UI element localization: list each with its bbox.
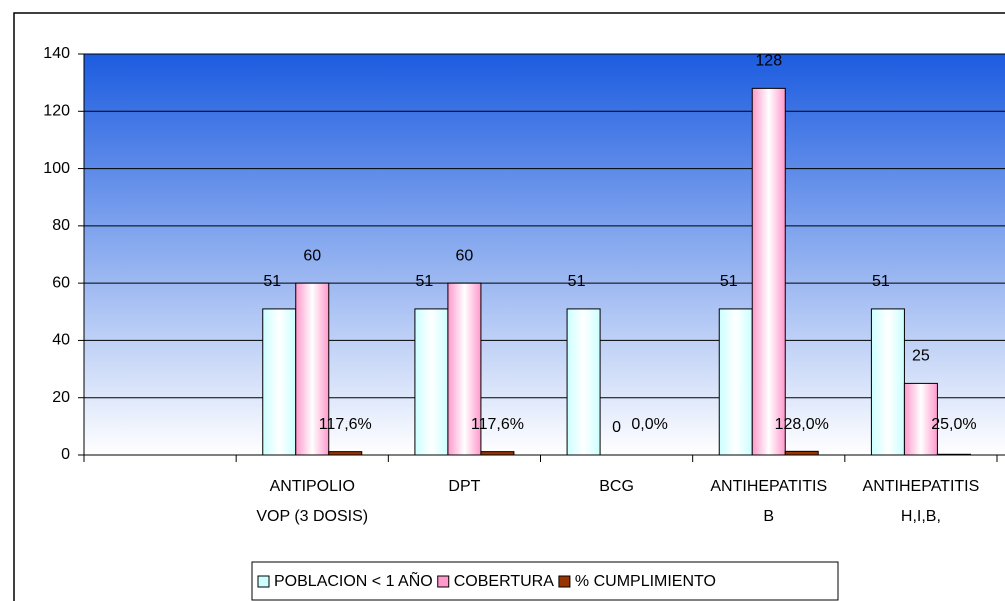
x-tick-label-line: BCG xyxy=(599,478,634,495)
bar xyxy=(262,308,297,456)
legend-swatch xyxy=(437,575,450,588)
data-label: 51 xyxy=(720,273,738,290)
y-tick-label: 100 xyxy=(43,160,70,177)
bar xyxy=(784,450,819,456)
bar xyxy=(870,308,905,456)
data-label: 0 xyxy=(612,419,621,436)
y-tick-label: 0 xyxy=(61,446,70,463)
legend-label: POBLACION < 1 AÑO xyxy=(274,570,433,590)
bar xyxy=(480,451,515,456)
data-label: 51 xyxy=(416,273,434,290)
data-label: 128,0% xyxy=(775,416,829,433)
legend-swatch xyxy=(257,575,270,588)
bar xyxy=(903,382,938,456)
x-tick-label: BCG xyxy=(599,478,634,495)
x-tick-label: ANTIHEPATITIS H,I,B, xyxy=(863,478,980,525)
y-tick-label: 120 xyxy=(43,103,70,120)
legend-swatch xyxy=(558,575,571,588)
legend-box xyxy=(251,561,839,601)
bar xyxy=(447,282,482,456)
bar xyxy=(295,282,330,456)
bar xyxy=(328,451,363,456)
data-label: 128 xyxy=(755,53,782,70)
data-label: 60 xyxy=(456,247,474,264)
legend-label: % CUMPLIMIENTO xyxy=(575,573,716,590)
plot-area xyxy=(84,54,1005,455)
data-label: 117,6% xyxy=(319,416,372,433)
y-tick-label: 40 xyxy=(52,332,70,349)
x-tick-label-line: ANTIHEPATITIS xyxy=(710,478,827,495)
x-tick-label-line: ANTIHEPATITIS xyxy=(863,478,980,495)
x-tick-label-line: ANTIPOLIO xyxy=(270,478,355,495)
x-tick-label: DPT xyxy=(448,478,480,495)
y-tick-label: 20 xyxy=(52,389,70,406)
bar xyxy=(751,87,786,456)
bar xyxy=(414,308,449,456)
data-label: 51 xyxy=(263,273,281,290)
x-tick-label-line: H,I,B, xyxy=(901,508,941,525)
data-label: 25 xyxy=(912,348,930,365)
bar xyxy=(566,308,601,456)
bar xyxy=(718,308,753,456)
x-tick-label: ANTIHEPATITIS B xyxy=(710,478,827,525)
x-tick-label-line: VOP (3 DOSIS) xyxy=(256,508,368,525)
y-tick-label: 60 xyxy=(52,274,70,291)
y-tick-label: 80 xyxy=(52,217,70,234)
y-tick-label: 140 xyxy=(43,45,70,62)
legend-label: COBERTURA xyxy=(454,573,554,590)
x-tick-label-line: DPT xyxy=(448,478,480,495)
data-label: 117,6% xyxy=(471,416,524,433)
data-label: 60 xyxy=(303,247,321,264)
x-tick-label: ANTIPOLIO VOP (3 DOSIS) xyxy=(256,478,368,525)
x-tick-label-line: B xyxy=(763,508,774,525)
data-label: 0,0% xyxy=(631,416,667,433)
data-label: 25,0% xyxy=(931,416,976,433)
data-label: 51 xyxy=(872,273,890,290)
data-label: 51 xyxy=(568,273,586,290)
